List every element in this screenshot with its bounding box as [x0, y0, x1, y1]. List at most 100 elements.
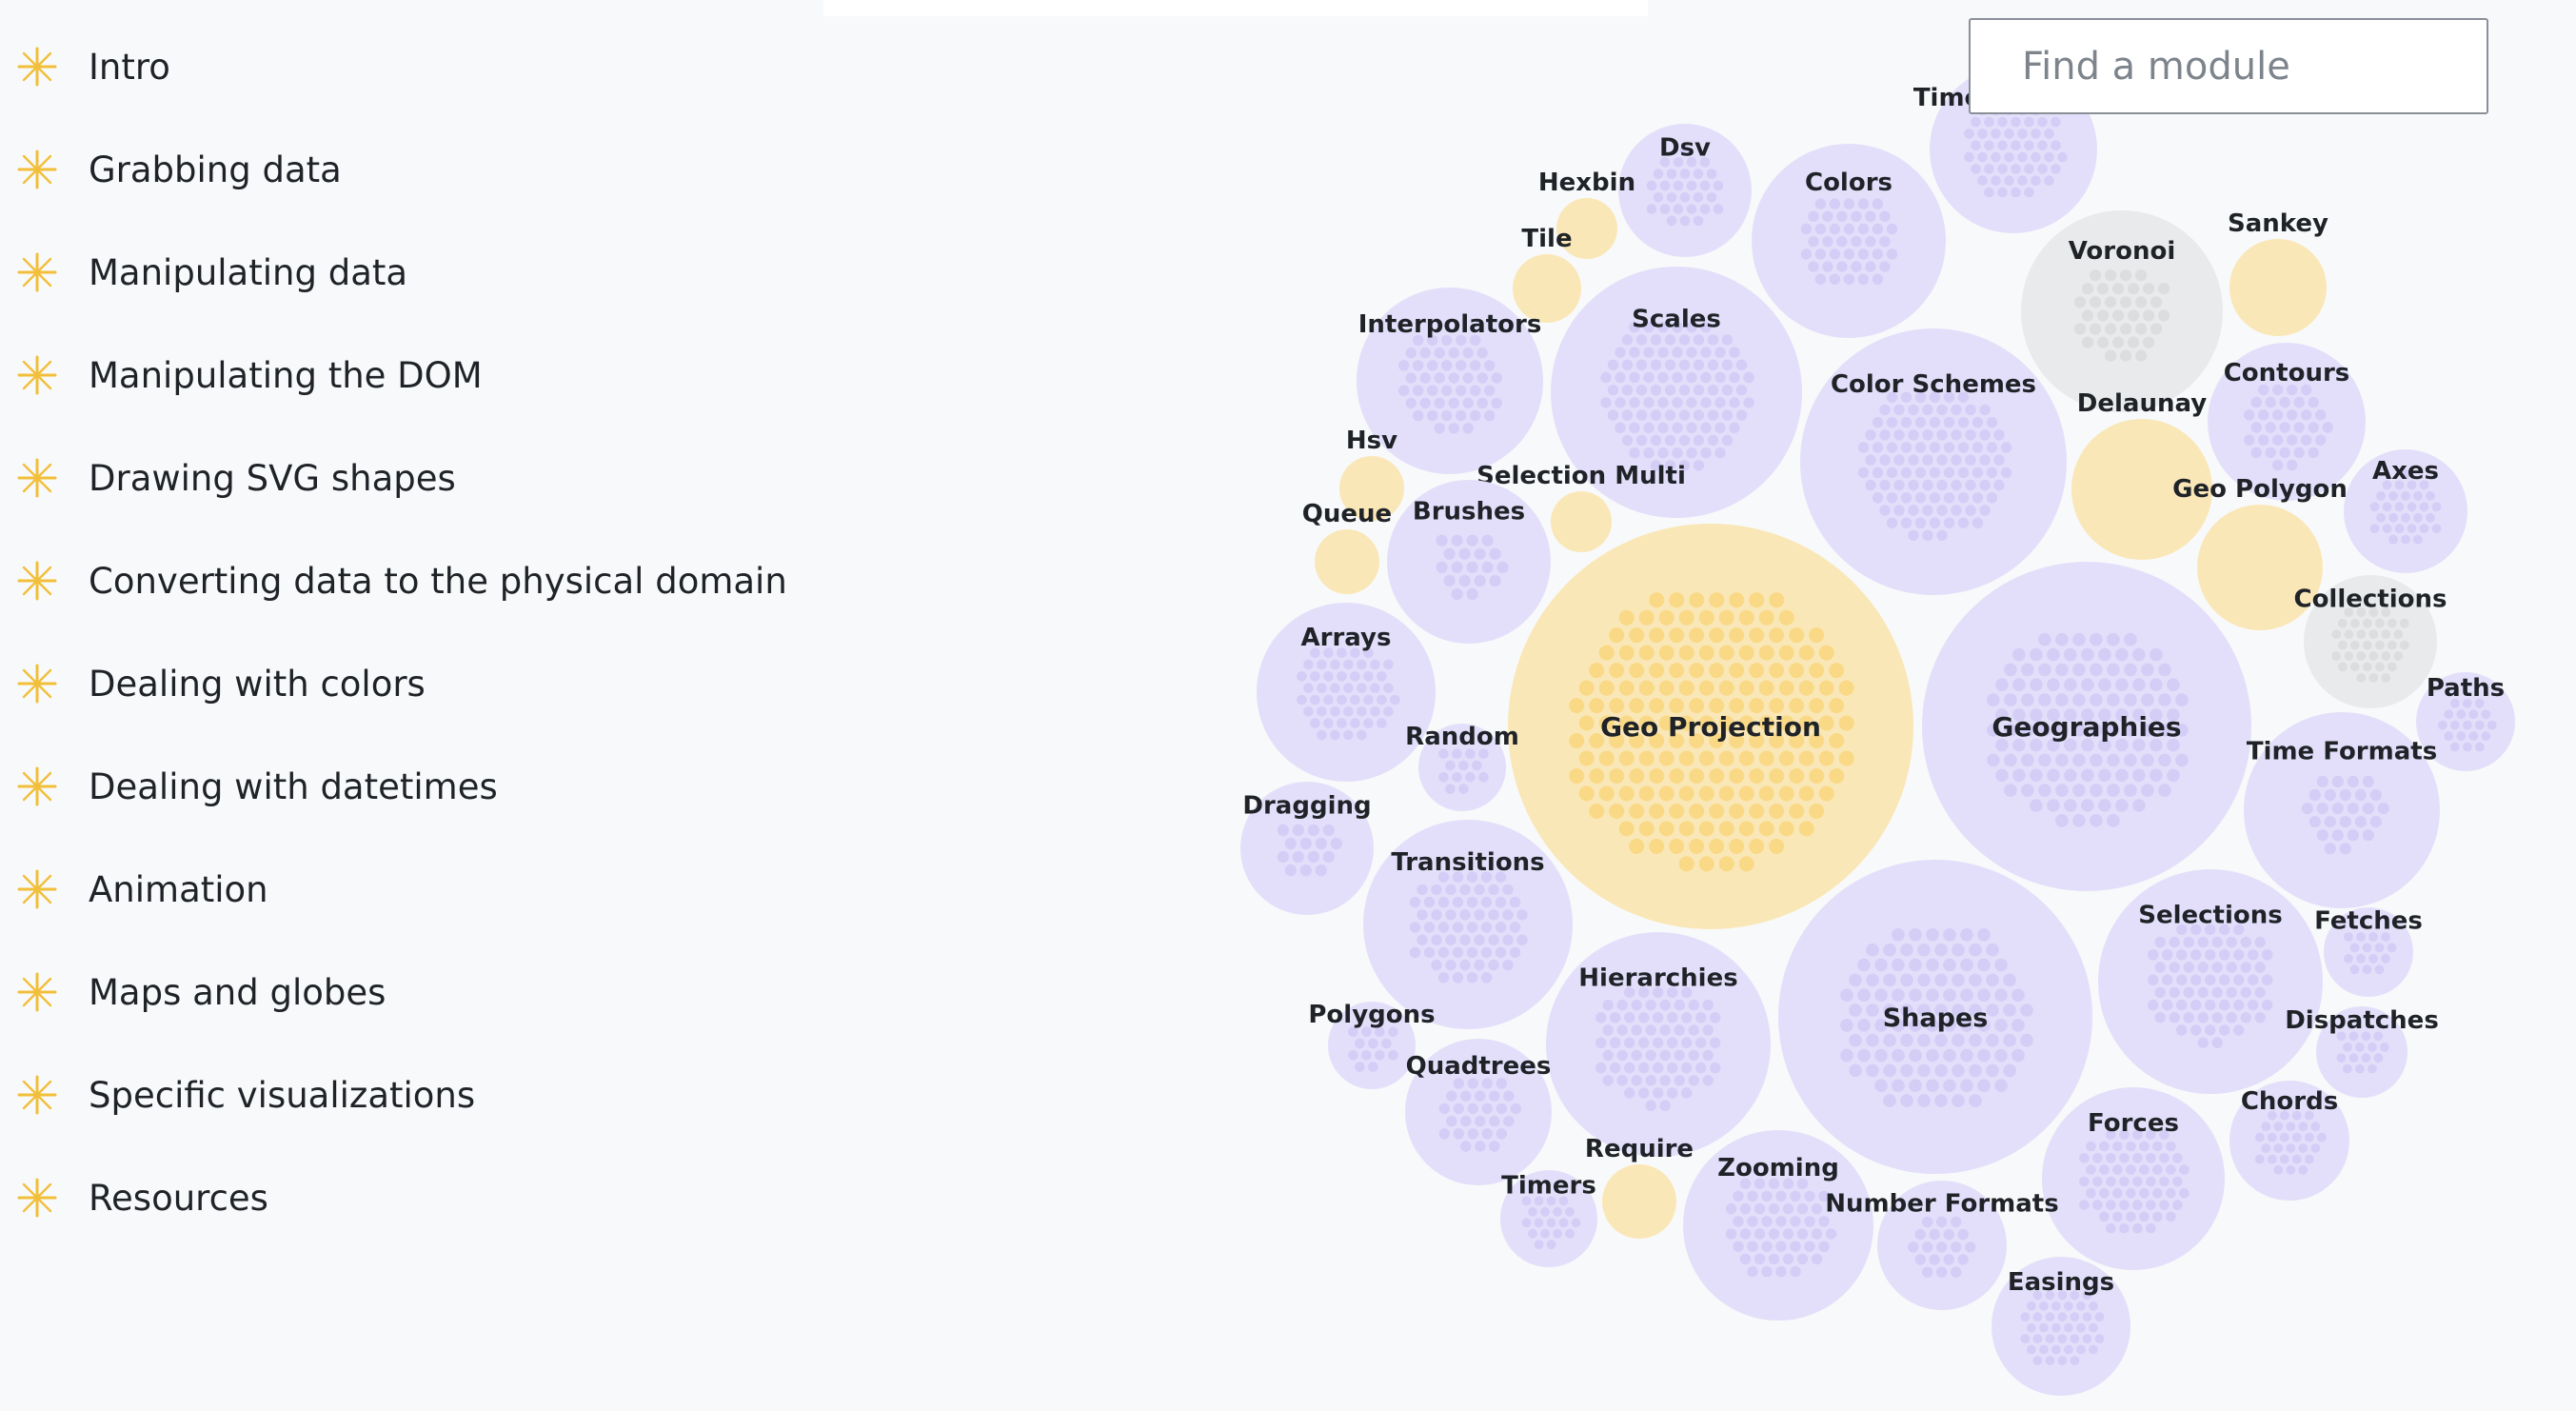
nav-item-converting-data[interactable]: Converting data to the physical domain	[0, 543, 819, 619]
bubble-dot	[1458, 547, 1471, 560]
bubble-dot	[1616, 1075, 1628, 1086]
bubble-dot	[2368, 932, 2378, 942]
module-bubble-polygons[interactable]: Polygons	[1308, 1001, 1436, 1089]
nav-item-manipulating-data[interactable]: Manipulating data	[0, 234, 819, 310]
module-bubble-arrays[interactable]: Arrays	[1257, 603, 1436, 782]
bubble-dot	[1984, 140, 1994, 151]
module-bubble-contours[interactable]: Contours	[2208, 343, 2366, 501]
module-bubble-dragging[interactable]: Dragging	[1240, 782, 1374, 915]
bubble-dot	[2265, 447, 2276, 459]
module-bubble-transitions[interactable]: Transitions	[1363, 820, 1573, 1029]
bubble-dot	[2211, 986, 2223, 999]
bubble-dot	[1643, 447, 1655, 459]
bubble-dot	[1445, 934, 1456, 945]
module-bubble-zooming[interactable]: Zooming	[1683, 1130, 1873, 1321]
bubble-dot	[1484, 360, 1496, 371]
module-bubble-fetches[interactable]: Fetches	[2314, 907, 2423, 997]
bubble-dot	[2267, 1154, 2277, 1164]
module-bubble-geo-polygon[interactable]: Geo Polygon	[2172, 475, 2348, 630]
bubble-dot	[1952, 1063, 1965, 1078]
bubble-dot	[1322, 850, 1335, 864]
bubble-dot	[1638, 986, 1650, 999]
nav-item-resources[interactable]: Resources	[0, 1160, 819, 1236]
module-bubble-brushes[interactable]: Brushes	[1387, 480, 1551, 644]
bubble-dot	[1610, 1012, 1621, 1023]
module-bubble-paths[interactable]: Paths	[2416, 672, 2515, 771]
module-bubble-selections[interactable]: Selections	[2098, 869, 2323, 1094]
module-bubble-queue[interactable]: Queue	[1302, 500, 1392, 594]
nav-item-intro[interactable]: Intro	[0, 29, 819, 105]
bubble-dot	[2377, 803, 2389, 815]
module-bubble-forces[interactable]: Forces	[2042, 1087, 2225, 1270]
nav-item-specific-visualizations[interactable]: Specific visualizations	[0, 1057, 819, 1133]
bubble-dot	[1892, 928, 1905, 942]
module-bubble-sankey[interactable]: Sankey	[2228, 209, 2328, 336]
bubble-dot	[1693, 359, 1705, 370]
bubble-dot	[1509, 922, 1521, 933]
bubble-dot	[1782, 1228, 1794, 1240]
nav-item-drawing-svg-shapes[interactable]: Drawing SVG shapes	[0, 440, 819, 516]
module-bubble-time-formats[interactable]: Time Formats	[2244, 712, 2440, 908]
module-bubble-timers[interactable]: Timers	[1500, 1170, 1597, 1267]
module-bubble-dsv[interactable]: Dsv	[1618, 124, 1752, 257]
search-input[interactable]	[1969, 18, 2488, 114]
nav-item-animation[interactable]: Animation	[0, 851, 819, 927]
bubble-dot	[2316, 829, 2328, 842]
bubble-dot	[2112, 1164, 2123, 1175]
bubble-dot	[2273, 1122, 2284, 1132]
bubble-dot	[1790, 1216, 1801, 1227]
module-bubble-selection-multi[interactable]: Selection Multi	[1476, 462, 1686, 552]
nav-item-grabbing-data[interactable]: Grabbing data	[0, 131, 819, 208]
nav-item-maps-and-globes[interactable]: Maps and globes	[0, 954, 819, 1030]
module-bubble-delaunay[interactable]: Delaunay	[2071, 389, 2212, 560]
bubble-dot	[1635, 334, 1648, 346]
bubble-dot	[1666, 215, 1677, 227]
bubble-dot	[2024, 140, 2034, 151]
bubble-dot	[1822, 210, 1833, 222]
module-bubble-hierarchies[interactable]: Hierarchies	[1546, 932, 1771, 1157]
module-bubble-dispatches[interactable]: Dispatches	[2285, 1006, 2439, 1098]
nav-item-manipulating-the-dom[interactable]: Manipulating the DOM	[0, 337, 819, 413]
module-bubble-tile[interactable]: Tile	[1513, 225, 1581, 323]
module-bubble-random[interactable]: Random	[1405, 723, 1519, 811]
bubble-dot	[1343, 683, 1354, 693]
bubble-dot	[1936, 505, 1948, 516]
module-bubble-hsv[interactable]: Hsv	[1339, 427, 1404, 521]
bubble-dot	[1528, 1206, 1537, 1217]
module-bubble-color-schemes[interactable]: Color Schemes	[1800, 328, 2067, 595]
bubble-dot	[1872, 467, 1884, 479]
module-bubble-hexbin[interactable]: Hexbin	[1538, 169, 1635, 259]
bubble-dot	[2021, 784, 2034, 797]
bubble-dot	[1965, 454, 1976, 466]
bubble-dot	[1922, 404, 1933, 416]
bubble-dot	[1616, 1024, 1628, 1036]
bubble-dot	[2045, 1312, 2055, 1322]
module-bubble-shapes[interactable]: Shapes	[1778, 860, 2092, 1174]
module-bubble-scales[interactable]: Scales	[1551, 267, 1802, 518]
module-bubble-axes[interactable]: Axes	[2344, 449, 2467, 573]
bubble-dot	[1994, 1079, 2008, 1092]
bubble-dot	[2248, 999, 2259, 1011]
module-bubble-interpolators[interactable]: Interpolators	[1357, 288, 1543, 474]
bubble-dot	[1363, 694, 1374, 706]
module-bubble-geographies[interactable]: Geographies	[1922, 562, 2251, 891]
module-bubble-quadtrees[interactable]: Quadtrees	[1405, 1039, 1552, 1185]
nav-item-dealing-with-datetimes[interactable]: Dealing with datetimes	[0, 748, 819, 825]
module-bubble-geo-projection[interactable]: Geo Projection	[1508, 524, 1913, 929]
module-bubble-easings[interactable]: Easings	[1991, 1257, 2130, 1396]
bubble-dot	[1926, 1019, 1939, 1032]
module-label: Color Schemes	[1831, 370, 2036, 399]
bubble-dot	[1972, 442, 1984, 453]
module-bubble-chords[interactable]: Chords	[2229, 1081, 2349, 1201]
nav-item-dealing-with-colors[interactable]: Dealing with colors	[0, 646, 819, 722]
bubble-dot	[2055, 814, 2069, 827]
module-bubble-colors[interactable]: Colors	[1752, 144, 1946, 338]
bubble-dot	[1886, 467, 1898, 479]
bubble-dot	[2291, 1154, 2302, 1164]
bubble-dot	[1698, 785, 1714, 802]
module-bubble-number-formats[interactable]: Number Formats	[1825, 1181, 2059, 1310]
bubble-dot	[1743, 397, 1754, 408]
module-bubble-require[interactable]: Require	[1585, 1135, 1694, 1239]
module-bubble-collections[interactable]: Collections	[2293, 575, 2447, 708]
module-bubble-voronoi[interactable]: Voronoi	[2021, 210, 2223, 412]
